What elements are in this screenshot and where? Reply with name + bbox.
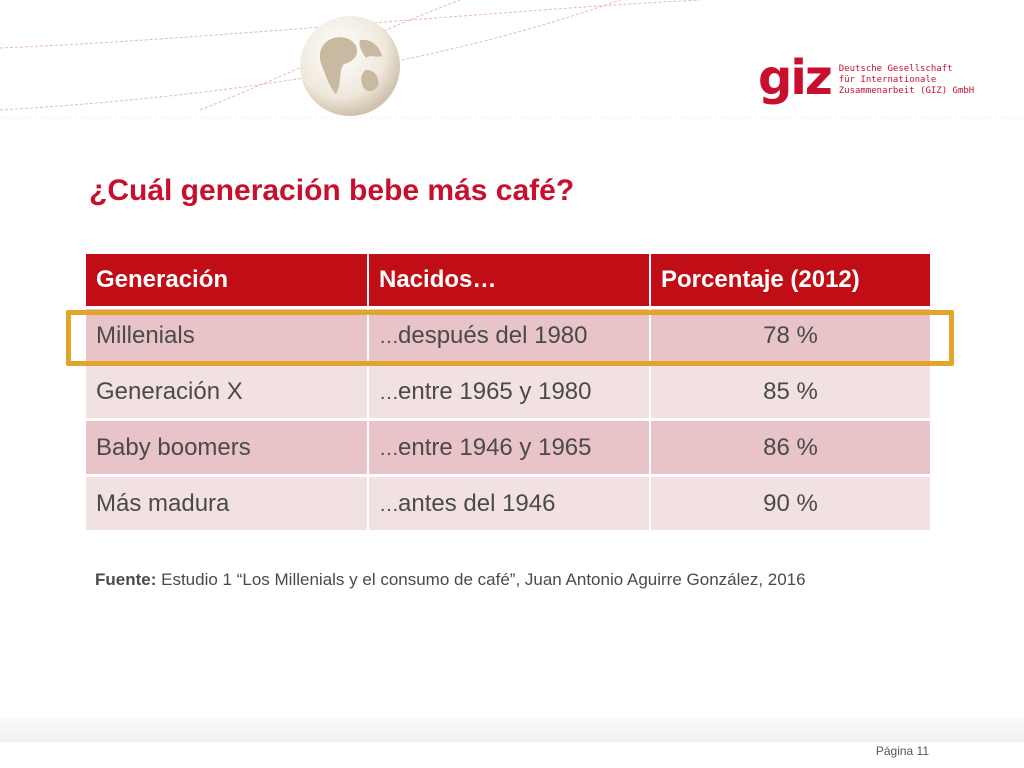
page-number: Página 11: [875, 744, 929, 758]
ellipsis: …: [379, 493, 399, 516]
table-row: Generación X …entre 1965 y 1980 85 %: [86, 363, 932, 421]
giz-logo-line: für Internationale: [838, 75, 937, 85]
table-row: Millenials …después del 1980 78 %: [86, 307, 932, 365]
cell-born: …entre 1965 y 1980: [368, 363, 651, 421]
ellipsis: …: [379, 437, 399, 460]
ellipsis: …: [379, 381, 399, 404]
cell-percentage: 85 %: [650, 363, 932, 421]
born-text: entre 1965 y 1980: [398, 377, 592, 405]
giz-logo-line: Zusammenarbeit (GIZ) GmbH: [838, 86, 975, 96]
cell-born: …después del 1980: [368, 307, 651, 365]
generations-table: Generación Nacidos… Porcentaje (2012) Mi…: [86, 254, 932, 533]
giz-logo-mark: giz: [758, 50, 833, 106]
cell-generation: Baby boomers: [86, 419, 369, 477]
footer-bar: [0, 718, 1024, 742]
source-text: Estudio 1 “Los Millenials y el consumo d…: [156, 570, 806, 589]
giz-logo-text: Deutsche Gesellschaft für Internationale…: [839, 64, 974, 97]
born-text: antes del 1946: [398, 489, 556, 517]
ellipsis: …: [379, 325, 399, 348]
cell-generation: Millenials: [86, 307, 369, 365]
column-header-born: Nacidos…: [368, 254, 651, 309]
cell-percentage: 86 %: [650, 419, 932, 477]
slide-title: ¿Cuál generación bebe más café?: [89, 174, 575, 207]
cell-born: …entre 1946 y 1965: [368, 419, 651, 477]
born-text: después del 1980: [398, 321, 588, 349]
globe-icon: [300, 16, 400, 116]
giz-logo-line: Deutsche Gesellschaft: [838, 64, 953, 74]
cell-percentage: 90 %: [650, 475, 932, 533]
source-label: Fuente:: [95, 570, 157, 589]
table-row: Más madura …antes del 1946 90 %: [86, 475, 932, 533]
column-header-percentage: Porcentaje (2012): [650, 254, 932, 309]
table-row: Baby boomers …entre 1946 y 1965 86 %: [86, 419, 932, 477]
source-citation: Fuente: Estudio 1 “Los Millenials y el c…: [95, 570, 806, 590]
giz-logo: giz Deutsche Gesellschaft für Internatio…: [758, 50, 974, 106]
born-text: entre 1946 y 1965: [398, 433, 592, 461]
column-header-generation: Generación: [86, 254, 369, 309]
cell-born: …antes del 1946: [368, 475, 651, 533]
cell-percentage: 78 %: [650, 307, 932, 365]
cell-generation: Más madura: [86, 475, 369, 533]
table-header-row: Generación Nacidos… Porcentaje (2012): [86, 254, 932, 309]
cell-generation: Generación X: [86, 363, 369, 421]
